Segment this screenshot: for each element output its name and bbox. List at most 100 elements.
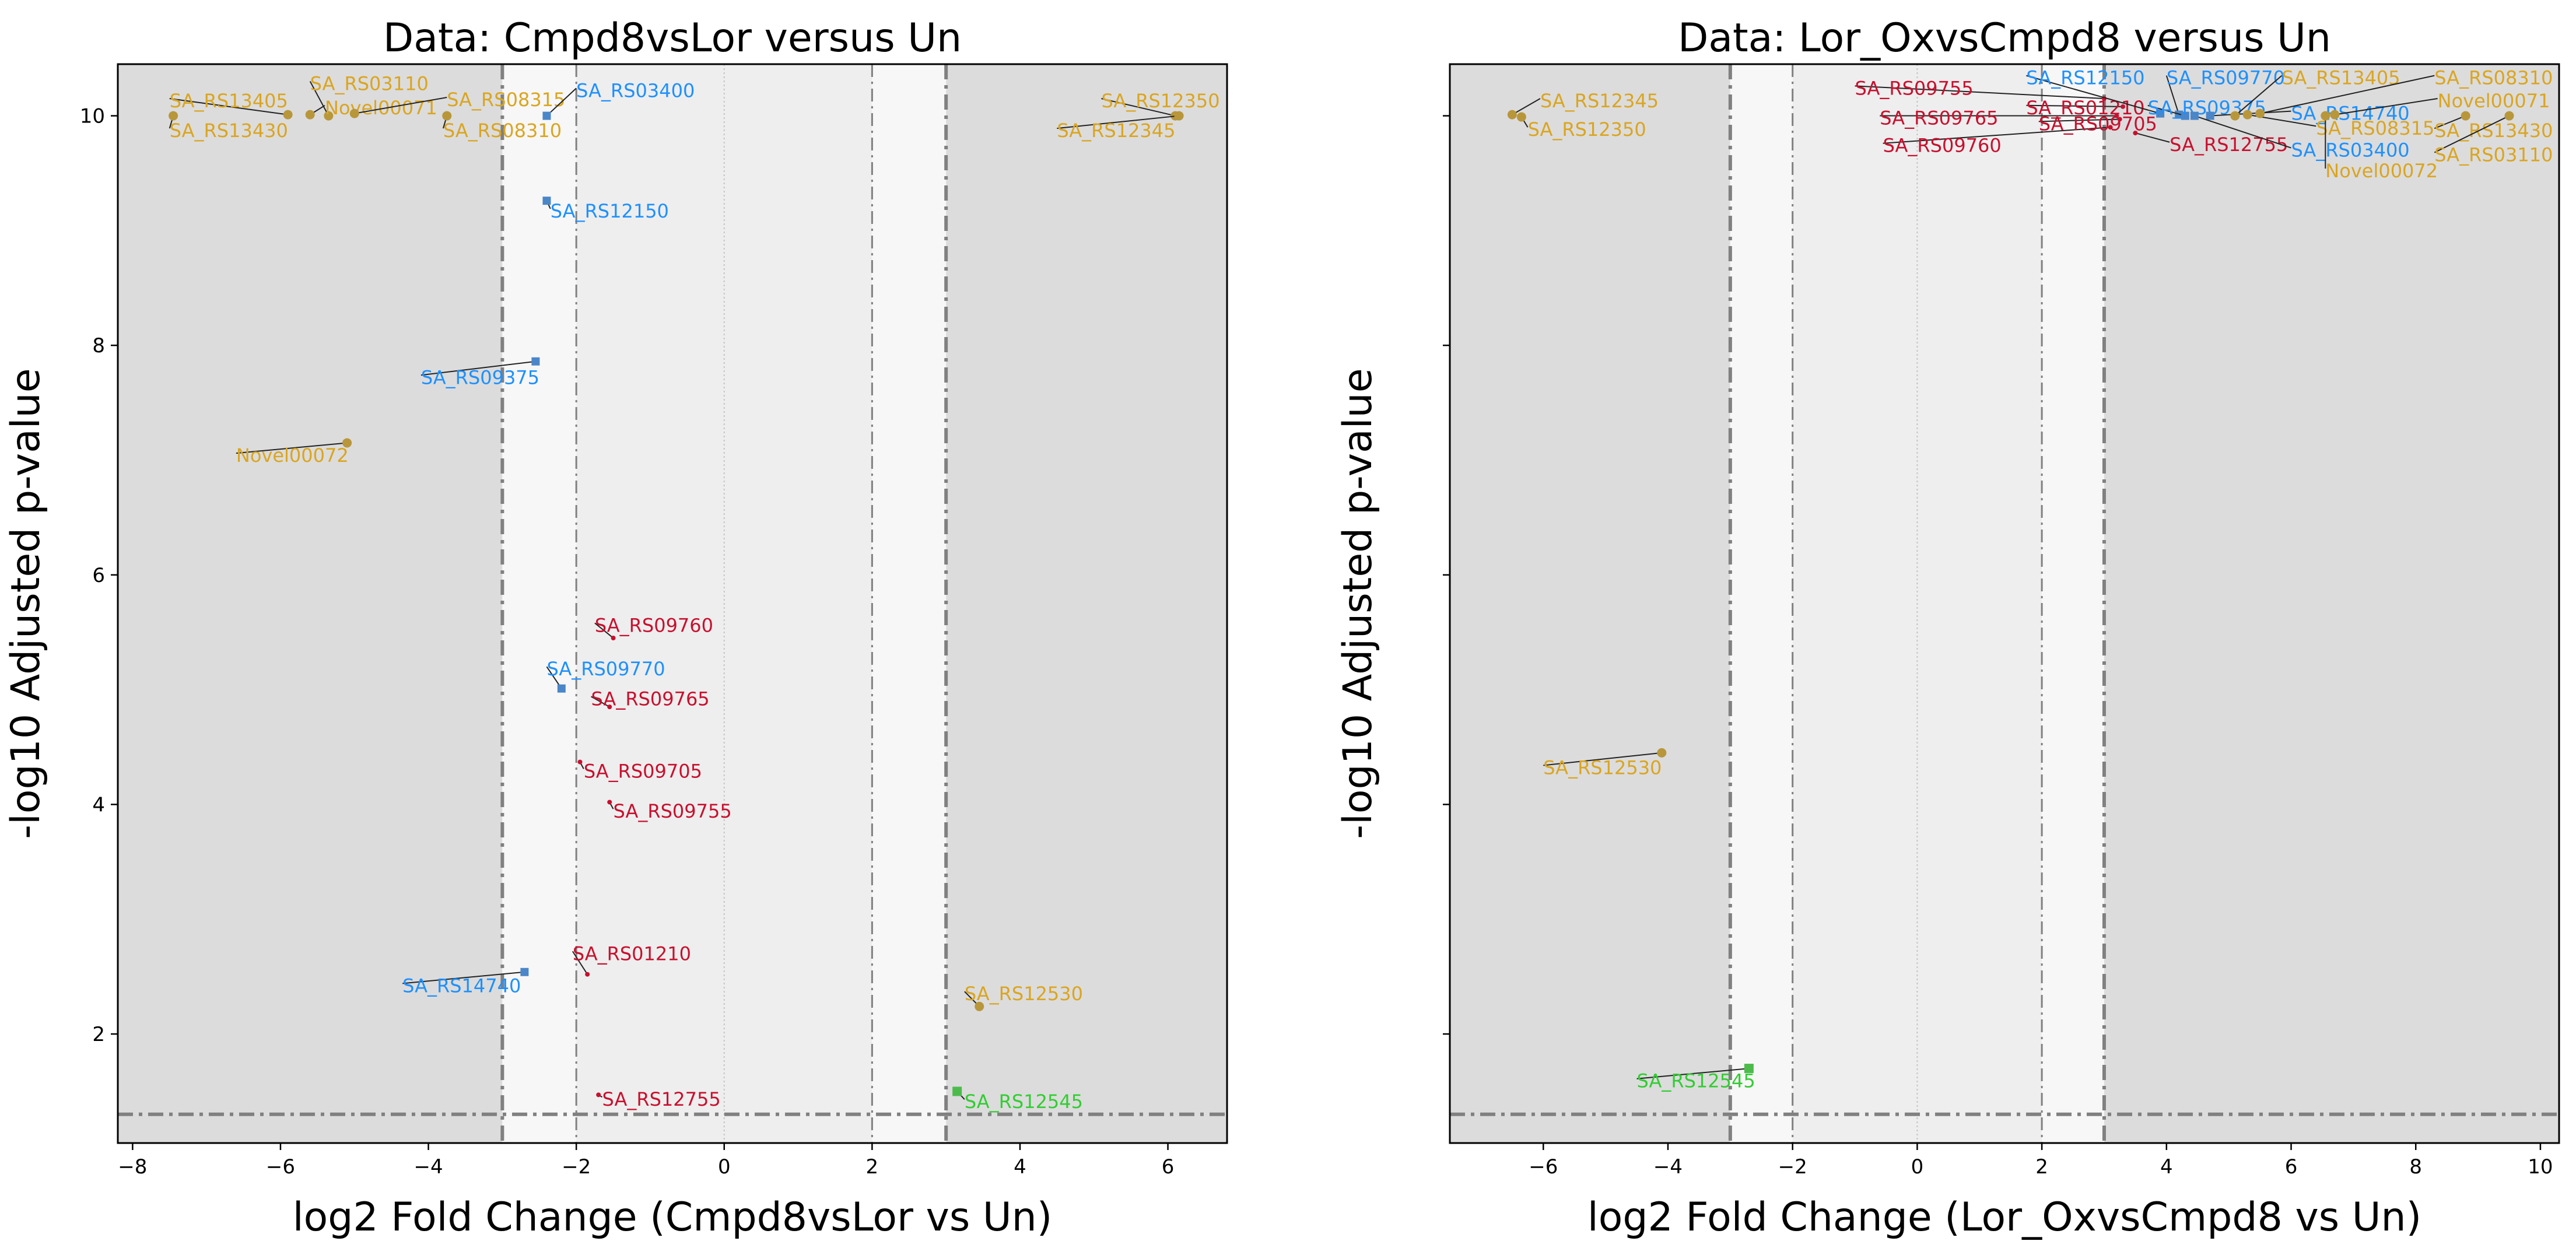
point-marker: [305, 110, 315, 120]
y-axis-label: -log10 Adjusted p-value: [1335, 368, 1381, 839]
point-marker: [1657, 748, 1667, 758]
point-label: SA_RS08315: [2316, 117, 2434, 139]
band-right-outer: [2104, 64, 2559, 1143]
gene-point: SA_RS12545: [952, 1086, 1083, 1113]
gene-point: SA_RS03110: [309, 72, 429, 121]
threshold-lines: [1450, 64, 2559, 1143]
label-connector: [1512, 98, 1541, 115]
gene-point: SA_RS12350: [1516, 112, 1646, 141]
y-axis: 2 4 6 8 10: [80, 105, 118, 1046]
point-label: SA_RS09755: [1855, 77, 1974, 99]
point-marker: [2156, 109, 2165, 118]
y-tick-label: 6: [92, 564, 105, 587]
point-marker: [975, 1001, 984, 1011]
x-tick-label: 2: [866, 1155, 879, 1179]
label-connector: [2147, 104, 2186, 117]
point-marker: [952, 1086, 962, 1096]
point-label: SA_RS03110: [2434, 143, 2553, 166]
axes-frame: [117, 63, 1228, 1144]
label-connector: [1543, 752, 1662, 766]
volcano-plot-cmpd8vslor: SA_RS13405 SA_RS13430 SA_RS03110 Novel00071…: [3, 15, 1228, 1240]
point-label: SA_RS03400: [2291, 139, 2410, 162]
point-marker: [2181, 111, 2189, 120]
x-tick-label: 8: [2409, 1155, 2422, 1179]
label-connector: [2026, 75, 2161, 114]
point-label: Novel00071: [325, 97, 437, 119]
point-marker: [2230, 111, 2240, 121]
point-marker: [324, 111, 334, 121]
gene-point: SA_RS12350: [1101, 90, 1220, 121]
point-label: SA_RS09705: [2039, 113, 2157, 135]
point-marker: [342, 438, 352, 448]
gene-point: SA_RS13405: [2230, 67, 2400, 121]
point-label: SA_RS12755: [602, 1088, 721, 1110]
point-label: SA_RS13430: [170, 120, 288, 142]
point-label: Novel00072: [236, 444, 349, 467]
x-tick-label: 0: [718, 1155, 731, 1179]
gene-point: SA_RS12345: [1057, 111, 1184, 142]
x-tick-label: −4: [413, 1155, 443, 1179]
point-label: SA_RS03110: [310, 72, 429, 94]
x-tick-label: −4: [1653, 1155, 1683, 1179]
gene-point: SA_RS09770: [2165, 67, 2285, 119]
label-connector: [354, 97, 447, 114]
gene-point: SA_RS09755: [607, 800, 732, 822]
point-label: Novel00072: [2325, 160, 2438, 182]
x-tick-label: 0: [1911, 1155, 1924, 1179]
point-marker: [2242, 110, 2252, 120]
band-right-outer: [946, 64, 1227, 1143]
chart-title: Data: Lor_OxvsCmpd8 versus Un: [1678, 15, 2331, 61]
point-label: SA_RS12530: [1543, 756, 1662, 779]
point-label: SA_RS12350: [1101, 90, 1219, 112]
label-connector: [2194, 115, 2291, 149]
point-marker: [283, 110, 293, 120]
y-tick-label: 10: [80, 105, 105, 128]
point-label: SA_RS12350: [1528, 118, 1646, 141]
point-label: SA_RS13405: [2282, 67, 2400, 89]
point-marker: [2114, 113, 2119, 118]
gene-point: SA_RS08310: [442, 111, 562, 142]
x-tick-label: 4: [1014, 1155, 1026, 1179]
label-connector: [572, 951, 588, 975]
label-connector: [2026, 104, 2123, 107]
gene-point: SA_RS09760: [594, 614, 713, 641]
point-label: SA_RS09760: [1883, 135, 2002, 157]
gene-point: SA_RS09705: [577, 759, 702, 782]
x-axis-label: log2 Fold Change (Cmpd8vsLor vs Un): [293, 1194, 1053, 1240]
point-label: SA_RS08310: [2434, 67, 2553, 89]
point-label: SA_RS12530: [965, 983, 1083, 1005]
x-tick-label: 2: [2035, 1155, 2048, 1179]
band-right-mid: [2042, 64, 2104, 1143]
x-tick-label: −6: [266, 1155, 295, 1179]
label-connector: [2165, 75, 2180, 115]
point-marker: [1174, 111, 1184, 121]
volcano-plot-lor-oxvscmpd8: SA_RS12345 SA_RS12350 SA_RS09755 SA_RS09765…: [1335, 15, 2560, 1240]
gene-point: SA_RS12755: [2133, 131, 2288, 156]
x-tick-label: 10: [2528, 1155, 2553, 1179]
y-tick-label: 2: [92, 1023, 105, 1046]
gene-point: SA_RS01210: [572, 942, 691, 977]
label-connector: [1101, 98, 1176, 117]
point-marker: [169, 111, 178, 121]
gene-point: SA_RS09770: [546, 658, 665, 693]
point-marker: [542, 111, 551, 120]
label-connector: [402, 971, 525, 984]
x-axis: −6 −4 −2 0 2 4 6 8 10: [1529, 1143, 2553, 1179]
gene-point: SA_RS08310: [2255, 67, 2553, 118]
gene-point: SA_RS12755: [596, 1088, 721, 1110]
point-marker: [611, 636, 616, 641]
x-tick-label: 4: [2160, 1155, 2173, 1179]
point-label: SA_RS09755: [614, 800, 732, 822]
point-marker: [607, 800, 612, 805]
point-label: SA_RS08315: [447, 89, 565, 111]
point-label: SA_RS09760: [595, 614, 713, 636]
point-marker: [607, 704, 612, 710]
point-label: SA_RS09765: [1880, 107, 1998, 129]
point-marker: [1507, 110, 1517, 120]
point-label: SA_RS12150: [2026, 67, 2144, 89]
gene-point: SA_RS03400: [542, 79, 695, 120]
data-points: SA_RS13405 SA_RS13430 SA_RS03110 Novel00071…: [169, 72, 1220, 1113]
gene-point: SA_RS01210: [2026, 97, 2145, 119]
gene-point: SA_RS09755: [1855, 77, 2107, 101]
